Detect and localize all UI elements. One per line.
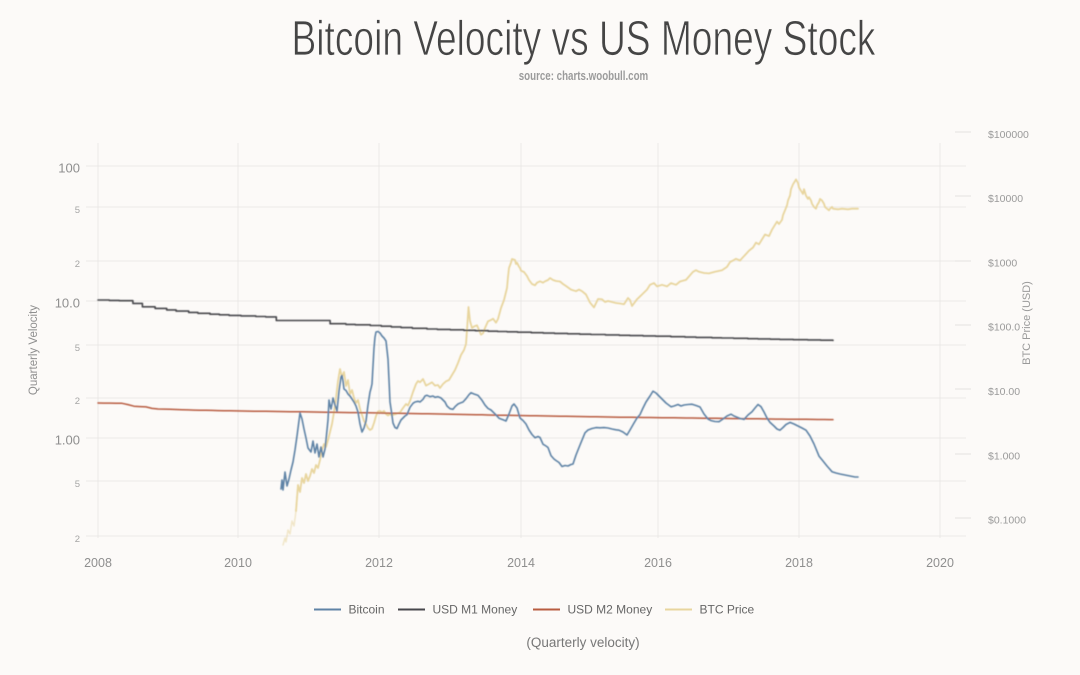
svg-text:$1000: $1000 (988, 257, 1017, 269)
svg-text:2020: 2020 (926, 556, 954, 570)
svg-text:2014: 2014 (507, 556, 535, 570)
svg-text:USD M2 Money: USD M2 Money (568, 603, 653, 617)
svg-text:$1.000: $1.000 (988, 450, 1020, 462)
svg-text:2: 2 (75, 259, 80, 270)
svg-text:Bitcoin: Bitcoin (349, 603, 385, 617)
svg-text:5: 5 (75, 205, 80, 216)
svg-text:$10.00: $10.00 (988, 386, 1020, 398)
svg-text:Quarterly Velocity: Quarterly Velocity (28, 305, 40, 395)
svg-text:2: 2 (75, 534, 80, 545)
svg-text:(Quarterly velocity): (Quarterly velocity) (526, 635, 639, 650)
svg-text:2: 2 (75, 396, 80, 407)
svg-text:2010: 2010 (224, 556, 252, 570)
svg-text:$100000: $100000 (988, 129, 1029, 141)
svg-text:BTC Price: BTC Price (700, 603, 755, 617)
svg-text:2012: 2012 (365, 556, 393, 570)
svg-text:5: 5 (75, 343, 80, 354)
svg-text:BTC Price (USD): BTC Price (USD) (1021, 281, 1033, 365)
svg-text:$0.1000: $0.1000 (988, 515, 1026, 527)
svg-text:100: 100 (58, 161, 80, 176)
svg-text:USD M1 Money: USD M1 Money (433, 603, 518, 617)
svg-text:$10000: $10000 (988, 193, 1023, 205)
svg-text:2018: 2018 (785, 556, 813, 570)
svg-text:5: 5 (75, 479, 80, 490)
svg-text:$100.0: $100.0 (988, 322, 1020, 334)
svg-text:1.00: 1.00 (55, 433, 80, 448)
svg-text:2016: 2016 (644, 556, 672, 570)
svg-text:2008: 2008 (84, 556, 112, 570)
svg-text:10.0: 10.0 (55, 296, 80, 311)
